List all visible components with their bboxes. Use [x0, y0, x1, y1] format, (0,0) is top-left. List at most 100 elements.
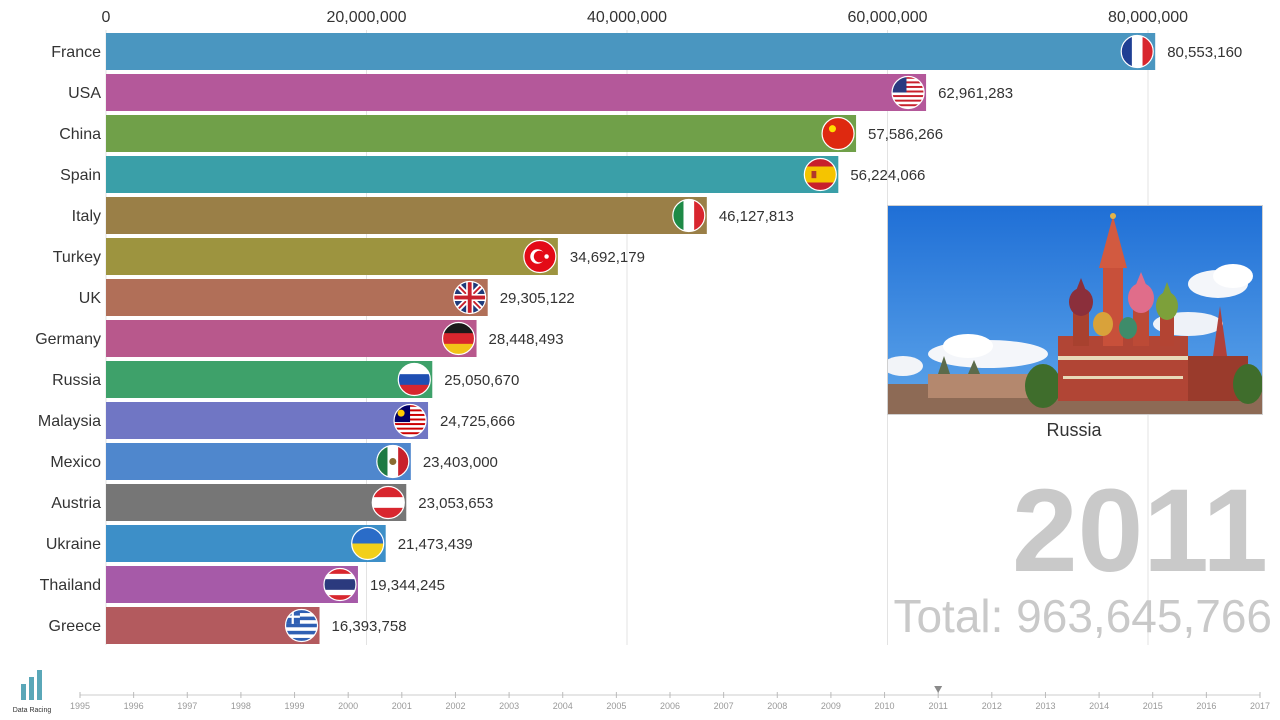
category-label: Spain	[60, 167, 101, 184]
timeline-year-label[interactable]: 1998	[231, 701, 251, 711]
timeline-year-label[interactable]: 2005	[606, 701, 626, 711]
timeline-year-label[interactable]: 2014	[1089, 701, 1109, 711]
bar-row: France 80,553,160	[51, 33, 1242, 70]
timeline-year-label[interactable]: 2017	[1250, 701, 1270, 711]
value-label: 23,053,653	[418, 495, 493, 512]
timeline[interactable]: 1995 1996 1997 1998 1999 2000 2001 2002 2003 2004…	[70, 686, 1270, 711]
bar	[106, 74, 927, 111]
category-label: Greece	[49, 618, 102, 635]
timeline-year-label[interactable]: 2008	[767, 701, 787, 711]
category-label: UK	[79, 290, 102, 307]
thailand-flag-icon	[323, 567, 357, 602]
x-tick-label: 40,000,000	[587, 9, 667, 26]
bar	[106, 607, 320, 644]
timeline-year-label[interactable]: 2004	[553, 701, 573, 711]
germany-flag-icon	[441, 321, 476, 356]
bar-row: USA 62,961,283	[68, 74, 1013, 111]
value-label: 34,692,179	[570, 249, 645, 266]
russia-flag-icon	[397, 362, 431, 397]
bar-row: Turkey 34,692,179	[53, 238, 645, 275]
timeline-year-label[interactable]: 1997	[177, 701, 197, 711]
triangle-down-icon[interactable]	[934, 686, 943, 693]
bar	[106, 402, 429, 439]
timeline-year-label[interactable]: 2000	[338, 701, 358, 711]
bar	[106, 566, 358, 603]
category-label: Germany	[35, 331, 101, 348]
bar-row: Mexico 23,403,000	[50, 443, 498, 480]
bar	[106, 484, 407, 521]
value-label: 56,224,066	[850, 167, 925, 184]
current-year: 2011	[1012, 465, 1268, 597]
value-label: 16,393,758	[332, 618, 407, 635]
timeline-year-label[interactable]: 2002	[445, 701, 465, 711]
usa-flag-icon	[891, 75, 925, 110]
value-label: 57,586,266	[868, 126, 943, 143]
bar-row: Russia 25,050,670	[52, 361, 519, 398]
bar	[106, 525, 386, 562]
saint-basils-cathedral-photo	[888, 206, 1262, 414]
timeline-year-label[interactable]: 2007	[714, 701, 734, 711]
bar	[106, 197, 707, 234]
ukraine-flag-icon	[351, 526, 385, 561]
category-label: Mexico	[50, 454, 101, 471]
value-label: 21,473,439	[398, 536, 473, 553]
timeline-year-label[interactable]: 1999	[285, 701, 305, 711]
x-axis: 0 20,000,000 40,000,000 60,000,000 80,000,00…	[102, 9, 1189, 26]
timeline-year-label[interactable]: 2001	[392, 701, 412, 711]
x-tick-label: 60,000,000	[847, 9, 927, 26]
value-label: 25,050,670	[444, 372, 519, 389]
italy-flag-icon	[672, 198, 706, 233]
turkey-flag-icon	[523, 239, 557, 274]
category-label: Austria	[51, 495, 101, 512]
timeline-year-label[interactable]: 2016	[1196, 701, 1216, 711]
category-label: Malaysia	[38, 413, 101, 430]
total-count: Total: 963,645,766	[893, 590, 1272, 642]
timeline-year-label[interactable]: 1995	[70, 701, 90, 711]
timeline-year-label[interactable]: 2013	[1035, 701, 1055, 711]
highlight-photo	[887, 205, 1263, 415]
value-label: 28,448,493	[489, 331, 564, 348]
category-label: Turkey	[53, 249, 101, 266]
bar-row: Ukraine 21,473,439	[46, 525, 473, 562]
bar-row: China 57,586,266	[59, 115, 943, 152]
timeline-year-label[interactable]: 2011	[929, 701, 948, 711]
brand-text: Data Racing	[12, 707, 52, 714]
uk-flag-icon	[453, 280, 487, 315]
x-tick-label: 0	[102, 9, 111, 26]
bar-row: Austria 23,053,653	[51, 484, 493, 521]
mexico-flag-icon	[376, 444, 410, 479]
value-label: 29,305,122	[500, 290, 575, 307]
category-label: USA	[68, 85, 101, 102]
bar	[106, 279, 488, 316]
bar	[106, 320, 477, 357]
category-label: Ukraine	[46, 536, 101, 553]
austria-flag-icon	[371, 485, 405, 520]
x-tick-label: 20,000,000	[326, 9, 406, 26]
bar	[106, 115, 857, 152]
brand-logo: Data Racing	[12, 668, 52, 714]
timeline-year-label[interactable]: 2009	[821, 701, 841, 711]
timeline-year-label[interactable]: 2003	[499, 701, 519, 711]
category-label: France	[51, 44, 101, 61]
bar	[106, 361, 433, 398]
timeline-year-label[interactable]: 2010	[875, 701, 895, 711]
value-label: 24,725,666	[440, 413, 515, 430]
spain-flag-icon	[803, 157, 837, 192]
value-label: 23,403,000	[423, 454, 498, 471]
bar-row: Greece 16,393,758	[49, 607, 407, 644]
value-label: 19,344,245	[370, 577, 445, 594]
bar-row: Italy 46,127,813	[72, 197, 794, 234]
timeline-year-label[interactable]: 2006	[660, 701, 680, 711]
timeline-year-label[interactable]: 1996	[124, 701, 144, 711]
timeline-year-label[interactable]: 2012	[982, 701, 1002, 711]
bar-row: Germany 28,448,493	[35, 320, 564, 357]
china-flag-icon	[821, 116, 855, 151]
category-label: China	[59, 126, 101, 143]
x-tick-label: 80,000,000	[1108, 9, 1188, 26]
bar-row: Thailand 19,344,245	[40, 566, 445, 603]
greece-flag-icon	[284, 608, 319, 643]
bar-chart-logo-icon	[21, 670, 42, 700]
bar-row: UK 29,305,122	[79, 279, 575, 316]
timeline-year-label[interactable]: 2015	[1143, 701, 1163, 711]
